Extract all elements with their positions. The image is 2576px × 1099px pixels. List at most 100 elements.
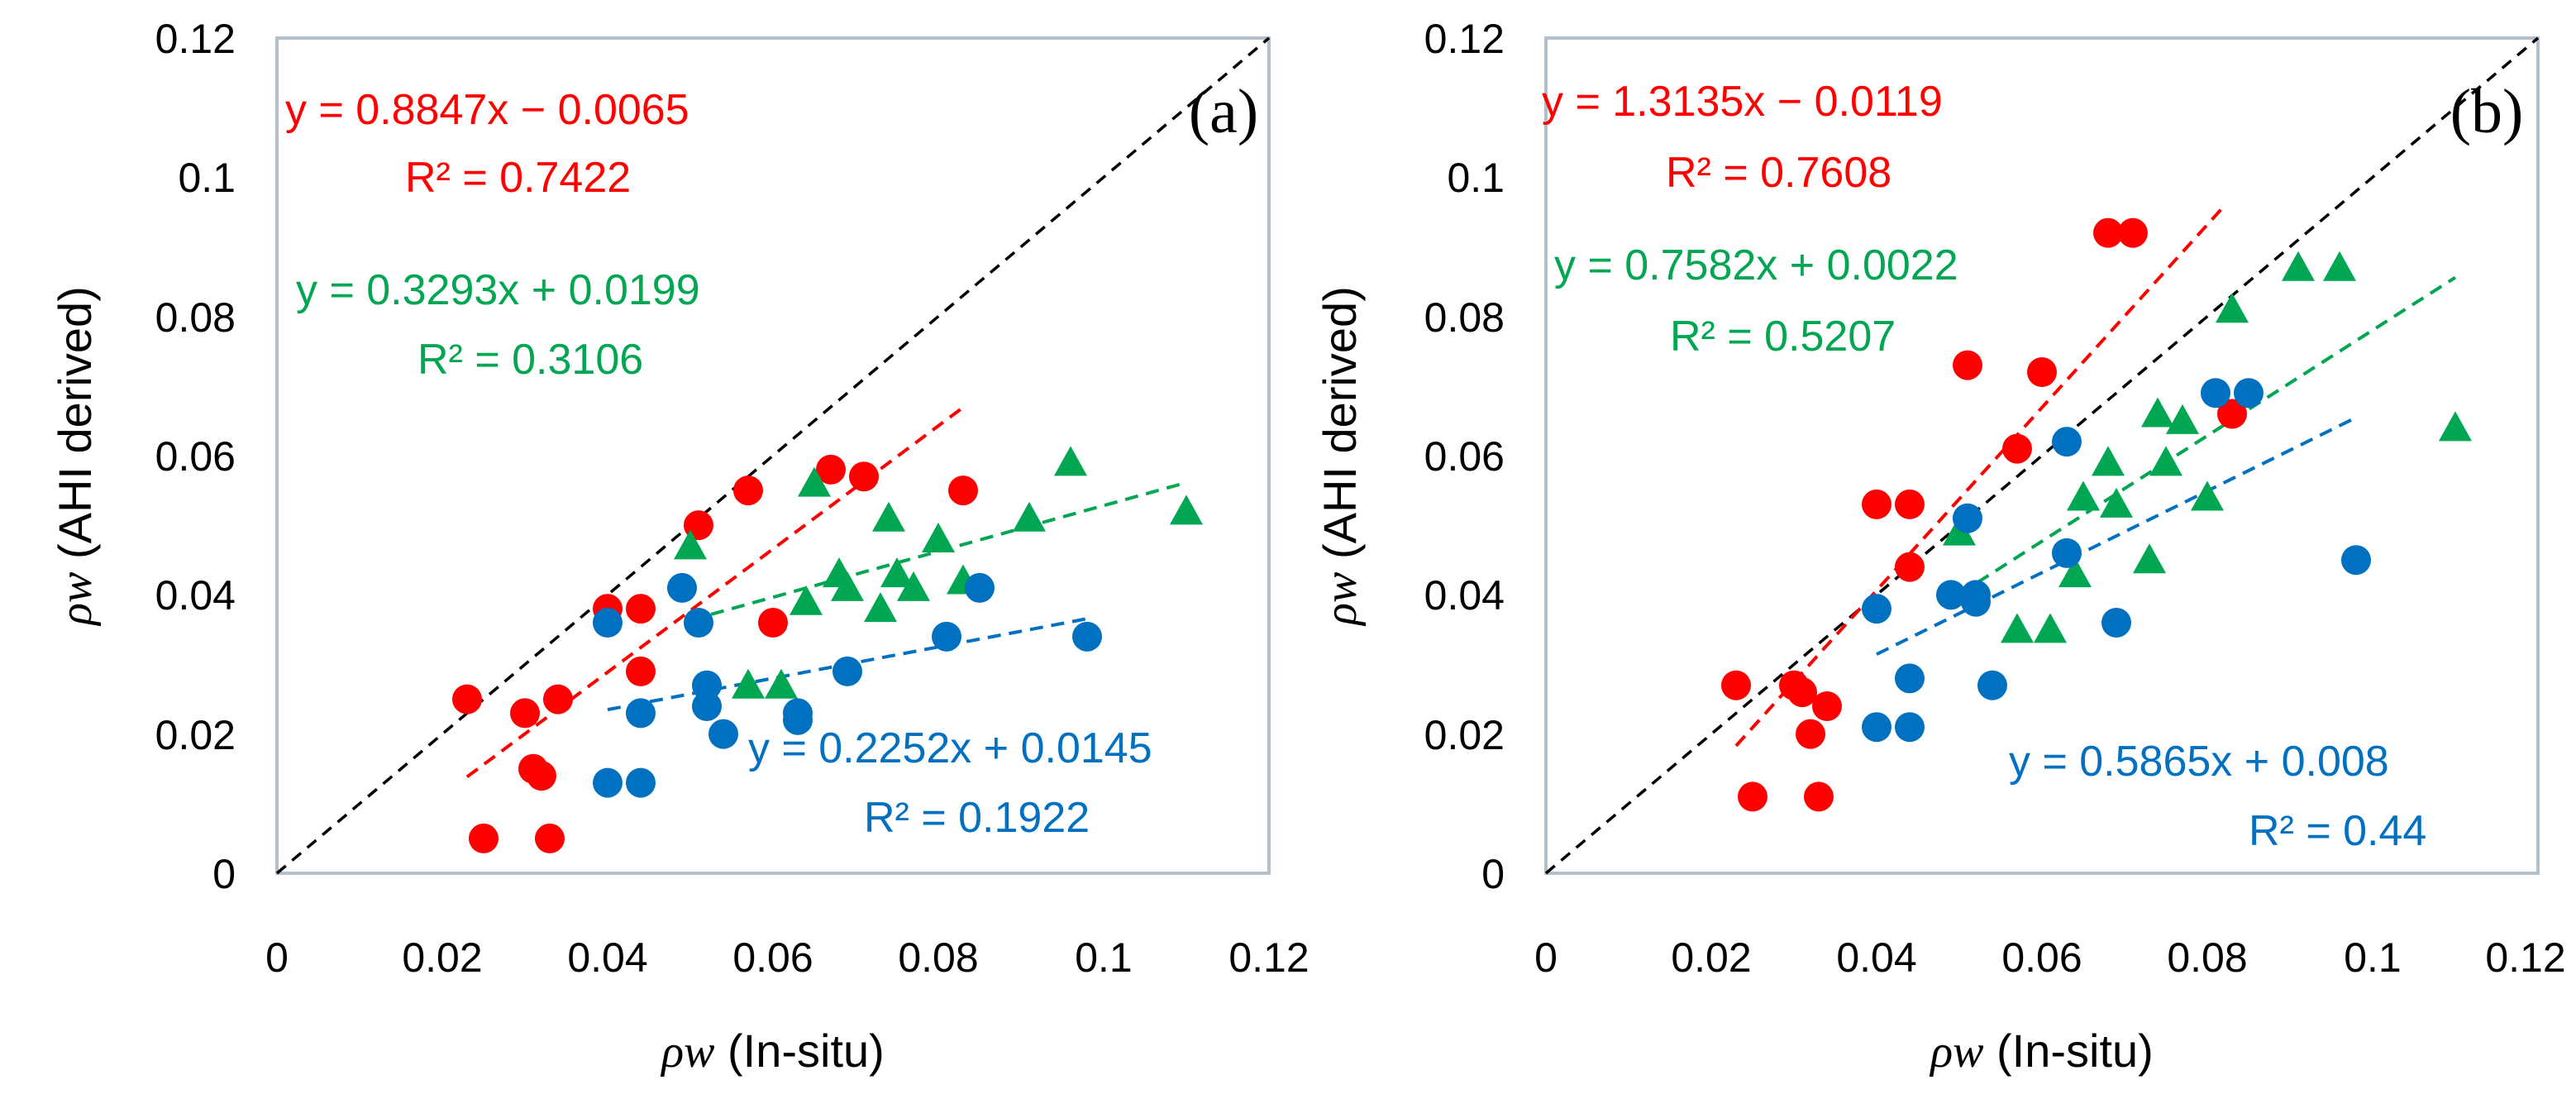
data-point-blue <box>1936 580 1966 610</box>
x-tick-label: 0.08 <box>2167 934 2247 981</box>
data-point-red <box>2093 217 2123 248</box>
data-point-blue <box>684 608 713 638</box>
data-point-green <box>2034 613 2067 643</box>
data-point-red <box>1862 489 1891 519</box>
x-axis-label: ρw (In-situ) <box>660 1025 885 1077</box>
data-point-blue <box>1895 712 1925 743</box>
data-point-green <box>2191 480 2224 511</box>
y-tick-label: 0.02 <box>155 712 236 758</box>
y-tick-label: 0.08 <box>1424 294 1505 341</box>
y-tick-label: 0.1 <box>1447 155 1505 201</box>
data-point-red <box>626 656 656 686</box>
data-point-blue <box>2052 538 2082 568</box>
x-tick-label: 0.02 <box>1671 934 1751 981</box>
data-point-blue <box>1862 712 1891 743</box>
data-point-green <box>880 557 914 588</box>
equation-red: y = 0.8847x − 0.0065 <box>285 86 689 134</box>
data-point-green <box>1054 446 1087 476</box>
data-point-blue <box>832 656 862 686</box>
data-point-red <box>2002 433 2032 464</box>
trend-lines <box>1734 205 2457 748</box>
data-point-red <box>1804 781 1834 812</box>
data-point-red <box>527 761 556 791</box>
r2-blue: R² = 0.1922 <box>864 794 1090 842</box>
data-point-red <box>1721 670 1751 700</box>
x-tick-label: 0.12 <box>2485 934 2565 981</box>
data-point-blue <box>626 767 656 798</box>
r2-green: R² = 0.5207 <box>1670 313 1896 361</box>
data-point-red <box>2027 357 2057 387</box>
data-point-blue <box>626 698 656 729</box>
data-point-green <box>2439 411 2472 442</box>
data-point-red <box>849 461 879 492</box>
data-point-green <box>831 571 864 601</box>
data-point-green <box>789 585 823 615</box>
y-tick-label: 0.1 <box>178 155 236 201</box>
y-tick-labels: 0 0.02 0.04 0.06 0.08 0.1 0.12 <box>155 16 236 897</box>
data-point-blue <box>1072 621 1102 652</box>
data-point-green <box>765 668 798 699</box>
y-tick-labels: 0 0.02 0.04 0.06 0.08 0.1 0.12 <box>1424 16 1505 897</box>
data-point-blue <box>2052 427 2082 457</box>
data-point-green <box>864 592 897 623</box>
plot-frame <box>275 36 1271 875</box>
data-point-blue <box>2201 378 2230 409</box>
r2-blue: R² = 0.44 <box>2249 807 2426 855</box>
data-point-green <box>872 501 905 532</box>
data-point-red <box>469 823 499 853</box>
panel-label: (a) <box>1189 77 1258 146</box>
data-point-red <box>816 454 846 485</box>
identity-line <box>1544 36 2540 875</box>
data-point-green <box>2058 557 2092 588</box>
data-point-green <box>1013 501 1046 532</box>
data-point-red <box>1895 489 1925 519</box>
data-point-blue <box>932 621 961 652</box>
data-point-red <box>1812 691 1842 721</box>
data-point-blue <box>593 767 623 798</box>
data-point-green <box>897 571 930 601</box>
data-points <box>452 446 1203 853</box>
y-tick-label: 0.04 <box>155 572 236 619</box>
data-point-green <box>2141 397 2174 428</box>
x-tick-label: 0.06 <box>732 934 813 981</box>
y-axis-label: ρw (AHI derived) <box>49 286 102 627</box>
x-tick-labels: 0 0.02 0.04 0.06 0.08 0.1 0.12 <box>1534 934 2566 981</box>
data-point-green <box>2092 446 2125 476</box>
y-tick-label: 0.12 <box>155 16 236 62</box>
r2-green: R² = 0.3106 <box>417 336 643 384</box>
data-point-red <box>1953 350 1982 380</box>
x-tick-label: 0.04 <box>1836 934 1916 981</box>
data-point-red <box>733 475 763 506</box>
data-point-red <box>1738 781 1767 812</box>
data-point-blue <box>1862 594 1891 624</box>
data-point-green <box>2323 251 2356 281</box>
x-axis-label: ρw (In-situ) <box>1929 1025 2154 1077</box>
data-point-red <box>2217 399 2247 429</box>
equation-red: y = 1.3135x − 0.0119 <box>1542 78 1943 126</box>
data-point-red <box>626 594 656 624</box>
x-tick-label: 0.1 <box>2344 934 2402 981</box>
data-point-green <box>2001 613 2034 643</box>
data-point-blue <box>1977 670 2007 700</box>
chart-panel-a: 0 0.02 0.04 0.06 0.08 0.1 0.12 0 0.02 0.… <box>49 16 1309 1077</box>
data-point-green <box>1170 495 1203 525</box>
y-tick-label: 0 <box>1481 851 1505 897</box>
y-tick-label: 0.04 <box>1424 572 1505 619</box>
data-point-green <box>798 466 831 497</box>
data-point-red <box>1796 719 1825 749</box>
data-point-blue <box>2341 545 2371 576</box>
r2-red: R² = 0.7422 <box>405 154 631 202</box>
x-tick-label: 0.12 <box>1228 934 1309 981</box>
data-point-blue <box>667 572 697 603</box>
trend-line-blue <box>1876 416 2357 657</box>
data-point-blue <box>692 691 722 721</box>
data-point-red <box>948 475 978 506</box>
trend-line-green <box>1958 275 2457 596</box>
data-point-blue <box>2101 608 2131 638</box>
y-tick-label: 0.02 <box>1424 712 1505 758</box>
data-point-blue <box>1961 586 1991 617</box>
y-tick-label: 0.08 <box>155 294 236 341</box>
r2-red: R² = 0.7608 <box>1666 149 1891 197</box>
data-point-green <box>2100 487 2133 518</box>
